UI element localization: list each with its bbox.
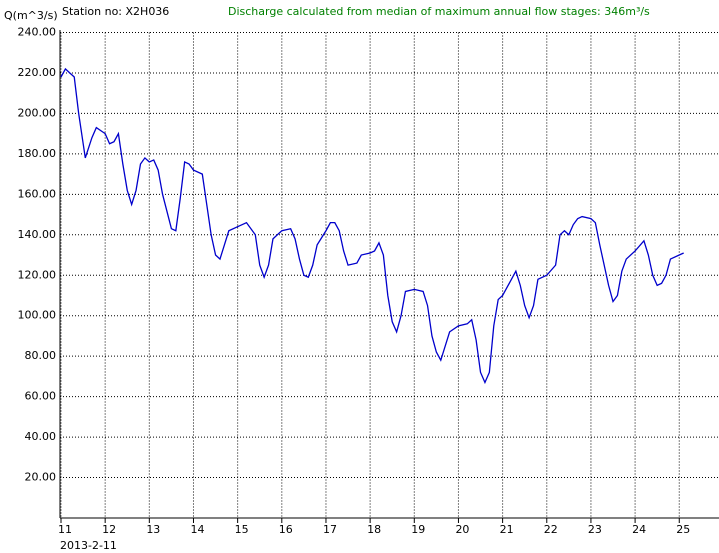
y-tick-label: 240.00 [18,26,57,39]
y-tick-label: 20.00 [25,471,57,484]
data-line [60,67,684,385]
x-tick-label: 22 [544,523,558,536]
y-tick-label: 180.00 [18,147,57,160]
x-tick-label: 19 [411,523,425,536]
chart-title: Station no: X2H036 [62,5,169,18]
y-tick-label: 100.00 [18,309,57,322]
x-tick-label: 15 [235,523,249,536]
y-tick-label: 80.00 [25,349,57,362]
x-tick-label: 13 [146,523,160,536]
y-axis-label: Q(m^3/s) [4,9,58,22]
y-tick-label: 120.00 [18,268,57,281]
y-tick-label: 220.00 [18,66,57,79]
y-tick-label: 140.00 [18,228,57,241]
x-tick-label: 20 [455,523,469,536]
x-tick-label: 25 [676,523,690,536]
x-tick-label: 21 [500,523,514,536]
x-tick-label: 12 [102,523,116,536]
x-tick-label: 24 [632,523,646,536]
y-tick-label: 60.00 [25,390,57,403]
x-tick-label: 11 [58,523,72,536]
x-tick-label: 23 [588,523,602,536]
y-tick-label: 200.00 [18,106,57,119]
chart-subtitle: Discharge calculated from median of maxi… [228,5,650,18]
x-note: 2013-2-11 [60,539,117,552]
x-tick-label: 14 [190,523,204,536]
y-tick-label: 40.00 [25,430,57,443]
x-tick-label: 16 [279,523,293,536]
x-tick-label: 17 [323,523,337,536]
y-tick-label: 160.00 [18,187,57,200]
x-tick-label: 18 [367,523,381,536]
